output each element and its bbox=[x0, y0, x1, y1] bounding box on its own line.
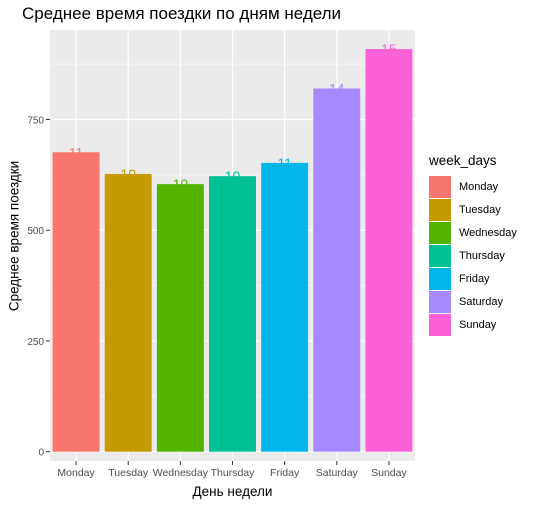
legend-key bbox=[429, 175, 451, 198]
legend-label: Saturday bbox=[459, 295, 504, 308]
legend-key bbox=[429, 313, 451, 336]
legend-title: week_days bbox=[429, 153, 497, 168]
x-axis-label: День недели bbox=[192, 484, 273, 499]
legend-label: Monday bbox=[459, 180, 499, 193]
legend-items: Monday Tuesday Wednesday Thursday Friday Satu… bbox=[429, 175, 517, 336]
y-axis-label: Среднее время поездки bbox=[6, 160, 22, 312]
data-label-monday: 11 bbox=[69, 144, 84, 160]
data-label-thursday: 10 bbox=[225, 168, 241, 184]
legend-label: Wednesday bbox=[459, 226, 517, 239]
bar-monday bbox=[52, 152, 100, 452]
y-tick-label: 750 bbox=[27, 115, 44, 126]
legend-item-friday: Friday bbox=[429, 267, 517, 290]
legend-key bbox=[429, 221, 451, 244]
legend-item-monday: Monday bbox=[429, 175, 517, 198]
x-tick-label-monday: Monday bbox=[57, 467, 95, 479]
bar-friday bbox=[261, 162, 309, 452]
x-tick-label-saturday: Saturday bbox=[316, 467, 359, 479]
legend-item-wednesday: Wednesday bbox=[429, 221, 517, 244]
bar-tuesday bbox=[104, 173, 152, 452]
x-tick-label-tuesday: Tuesday bbox=[108, 467, 149, 479]
bar-wednesday bbox=[156, 184, 204, 452]
legend-key bbox=[429, 198, 451, 221]
bar-sunday bbox=[365, 49, 413, 452]
legend-label: Sunday bbox=[459, 318, 497, 331]
data-label-saturday: 14 bbox=[329, 80, 345, 96]
legend-item-sunday: Sunday bbox=[429, 313, 517, 336]
chart-title: Среднее время поездки по дням недели bbox=[22, 4, 342, 23]
legend-item-tuesday: Tuesday bbox=[429, 198, 517, 221]
legend: week_days Monday Tuesday Wednesday Thursday… bbox=[429, 153, 517, 336]
bar-saturday bbox=[313, 88, 361, 452]
y-tick-label: 0 bbox=[38, 448, 44, 459]
data-label-tuesday: 10 bbox=[120, 166, 136, 182]
legend-item-saturday: Saturday bbox=[429, 290, 517, 313]
legend-label: Tuesday bbox=[459, 203, 501, 216]
legend-label: Thursday bbox=[459, 249, 505, 262]
y-tick-label: 250 bbox=[27, 337, 44, 348]
legend-key bbox=[429, 267, 451, 290]
legend-key bbox=[429, 244, 451, 267]
y-tick-label: 500 bbox=[27, 226, 44, 237]
x-tick-label-thursday: Thursday bbox=[211, 467, 256, 479]
legend-key bbox=[429, 290, 451, 313]
legend-label: Friday bbox=[459, 272, 490, 285]
data-label-friday: 11 bbox=[277, 155, 292, 171]
legend-item-thursday: Thursday bbox=[429, 244, 517, 267]
data-label-sunday: 15 bbox=[381, 41, 397, 57]
bar-thursday bbox=[209, 176, 256, 452]
x-tick-label-wednesday: Wednesday bbox=[153, 467, 209, 479]
x-tick-label-friday: Friday bbox=[270, 467, 300, 479]
data-label-wednesday: 10 bbox=[173, 176, 189, 192]
x-tick-label-sunday: Sunday bbox=[371, 467, 407, 479]
